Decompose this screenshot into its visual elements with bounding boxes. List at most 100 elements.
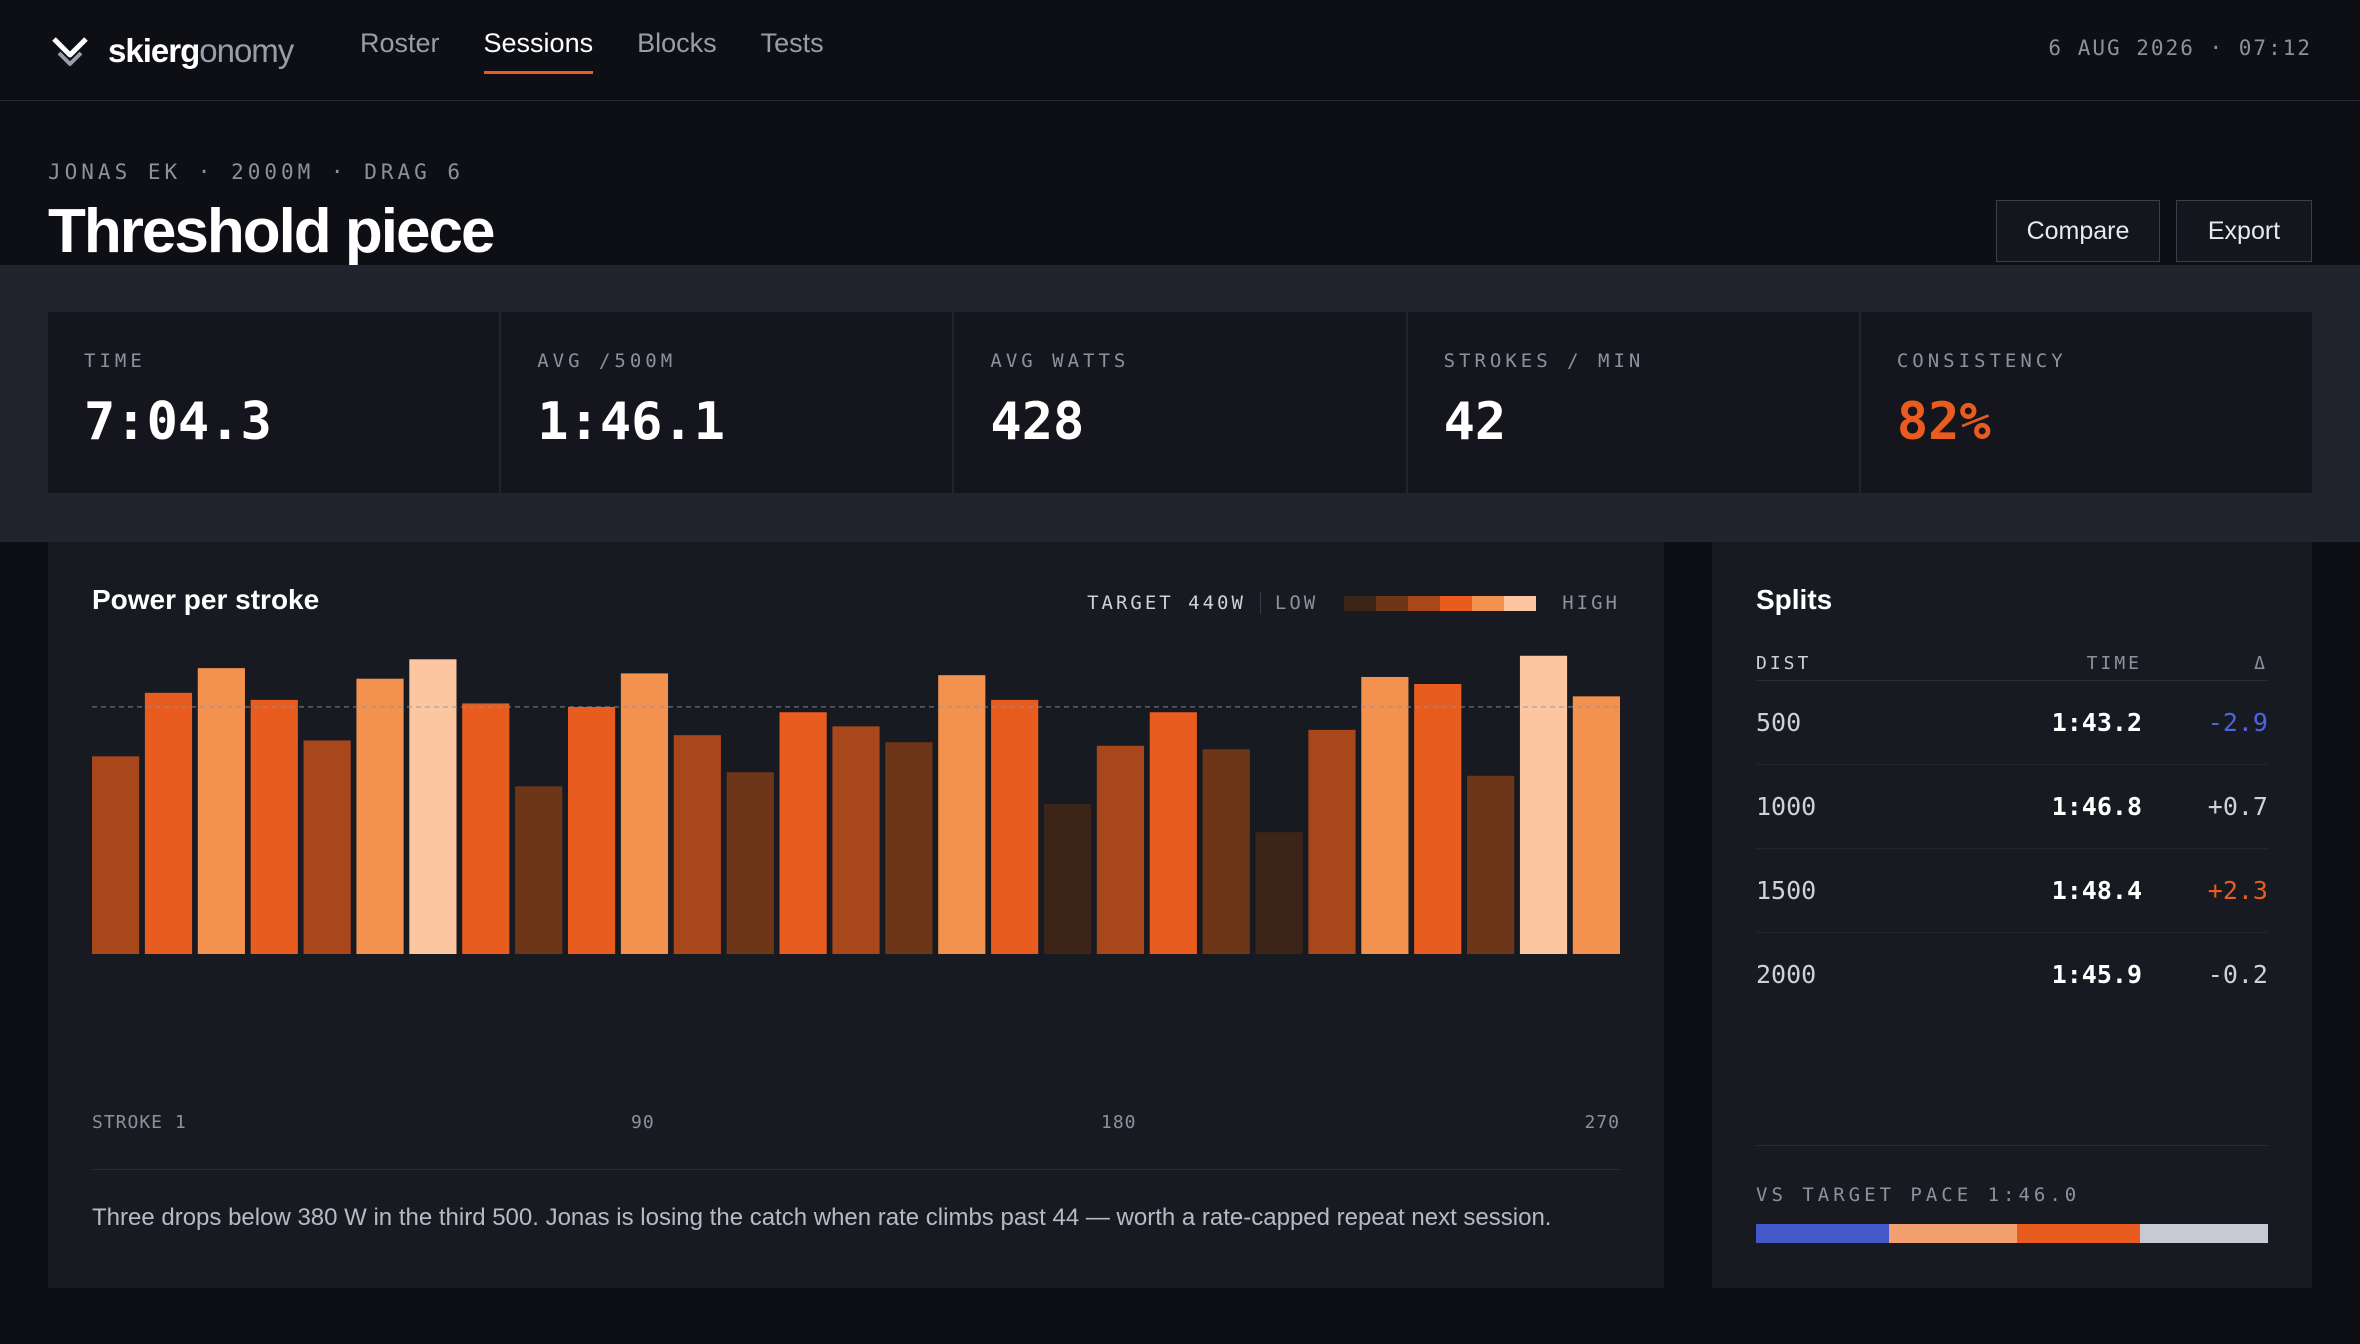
page-title: Threshold piece	[48, 197, 495, 266]
power-bar	[144, 692, 193, 954]
table-header: DIST TIME Δ	[1756, 646, 2268, 681]
power-bar	[1202, 749, 1250, 954]
stat-avg-watts: AVG WATTS 428	[954, 312, 1406, 493]
legend-swatch	[1440, 595, 1473, 611]
power-bar-chart	[92, 655, 1620, 954]
power-bar	[1096, 745, 1145, 954]
x-tick-label: 180	[1101, 1112, 1137, 1133]
split-dist: 2000	[1756, 960, 1817, 989]
pace-segment	[2139, 1224, 2268, 1243]
stat-label: STROKES / MIN	[1443, 350, 1645, 372]
power-bar	[885, 742, 933, 954]
nav-sessions[interactable]: Sessions	[483, 28, 593, 74]
stat-time: TIME 7:04.3	[48, 312, 500, 493]
stat-avg-pace: AVG /500M 1:46.1	[501, 312, 953, 493]
split-delta: +0.7	[2207, 792, 2268, 821]
power-bar	[1361, 676, 1409, 954]
x-tick-label: 270	[1584, 1112, 1620, 1133]
stat-value: 1:46.1	[537, 392, 726, 452]
power-bar	[409, 659, 457, 954]
split-delta: -0.2	[2207, 960, 2268, 989]
top-bar: skiergonomy Roster Sessions Blocks Tests…	[0, 0, 2360, 101]
session-datetime: 6 AUG 2026 · 07:12	[2048, 36, 2312, 60]
table-row: 1500 1:48.4 +2.3	[1756, 849, 2268, 933]
stat-label: AVG /500M	[537, 350, 677, 372]
table-row: 500 1:43.2 -2.9	[1756, 681, 2268, 765]
main-nav: Roster Sessions Blocks Tests	[360, 28, 868, 74]
power-bar	[1414, 684, 1462, 954]
stats-row: TIME 7:04.3 AVG /500M 1:46.1 AVG WATTS 4…	[48, 312, 2313, 493]
splits-title: Splits	[1756, 584, 1833, 615]
legend-swatch	[1504, 595, 1537, 611]
legend-swatch	[1472, 595, 1505, 611]
nav-tests[interactable]: Tests	[760, 28, 824, 58]
power-bar	[1255, 832, 1303, 954]
nav-blocks[interactable]: Blocks	[637, 28, 717, 58]
target-pace-label: VS TARGET PACE 1:46.0	[1756, 1184, 2081, 1206]
brand-name: skiergonomy	[108, 32, 294, 69]
power-chart-panel: Power per stroke TARGET 440W LOW HIGH ST…	[48, 542, 1664, 1288]
legend-low: LOW	[1274, 592, 1319, 614]
split-time: 1:45.9	[2051, 960, 2142, 989]
split-time: 1:43.2	[2051, 708, 2142, 737]
splits-panel: Splits DIST TIME Δ 500 1:43.2 -2.9 1000 …	[1712, 542, 2312, 1288]
table-row: 1000 1:46.8 +0.7	[1756, 765, 2268, 849]
power-bar	[515, 786, 563, 954]
power-bar	[303, 740, 351, 954]
stat-stroke-rate: STROKES / MIN 42	[1407, 312, 1859, 493]
legend-high: HIGH	[1562, 592, 1620, 614]
column-header-delta: Δ	[2254, 652, 2268, 674]
splits-table: DIST TIME Δ 500 1:43.2 -2.9 1000 1:46.8 …	[1756, 646, 2268, 1016]
split-delta: -2.9	[2207, 708, 2268, 737]
legend-swatch	[1408, 595, 1441, 611]
x-tick-label: 90	[631, 1112, 655, 1133]
power-bar	[991, 699, 1039, 954]
stat-label: TIME	[84, 350, 146, 372]
power-bar	[567, 706, 616, 954]
split-dist: 500	[1756, 708, 1802, 737]
power-bar	[832, 726, 880, 954]
power-bar	[673, 735, 721, 954]
table-row: 2000 1:45.9 -0.2	[1756, 933, 2268, 1016]
target-pace-bar	[1756, 1224, 2268, 1243]
power-bar	[1572, 696, 1620, 954]
stat-consistency: CONSISTENCY 82%	[1860, 312, 2313, 493]
column-header-time: TIME	[2086, 652, 2142, 674]
export-button[interactable]: Export	[2176, 200, 2312, 262]
power-bar	[1467, 775, 1515, 954]
column-header-dist: DIST	[1756, 652, 1812, 674]
split-time: 1:48.4	[2051, 876, 2142, 905]
split-dist: 1000	[1756, 792, 1817, 821]
power-bar	[1519, 655, 1568, 954]
stat-label: AVG WATTS	[990, 350, 1130, 372]
power-bar	[620, 673, 669, 954]
chart-title: Power per stroke	[92, 584, 320, 615]
power-bar	[1149, 712, 1197, 954]
stat-value: 7:04.3	[84, 392, 272, 452]
chart-legend: TARGET 440W LOW HIGH	[1087, 592, 1620, 614]
power-bar	[726, 772, 774, 954]
divider	[1756, 1145, 2268, 1146]
nav-roster[interactable]: Roster	[360, 28, 440, 58]
power-bar	[1308, 729, 1356, 954]
divider	[92, 1169, 1620, 1170]
compare-button[interactable]: Compare	[1996, 200, 2160, 262]
power-bar	[250, 699, 298, 954]
legend-swatch	[1376, 595, 1409, 611]
power-bar	[779, 712, 827, 954]
power-bar	[356, 678, 404, 954]
brand-logo[interactable]: skiergonomy	[50, 30, 294, 72]
power-bar	[197, 668, 245, 954]
chevron-logo-icon	[52, 37, 88, 66]
pace-segment	[1756, 1224, 1890, 1243]
stat-value: 42	[1443, 392, 1507, 452]
split-delta: +2.3	[2207, 876, 2268, 905]
session-meta: JONAS EK · 2000M · DRAG 6	[48, 160, 465, 184]
split-dist: 1500	[1756, 876, 1817, 905]
x-tick-label: STROKE 1	[92, 1112, 187, 1133]
power-bar	[462, 703, 510, 954]
legend-swatch	[1344, 595, 1377, 611]
power-bar	[92, 756, 140, 954]
pace-segment	[2017, 1224, 2140, 1243]
pace-segment	[1889, 1224, 2018, 1243]
